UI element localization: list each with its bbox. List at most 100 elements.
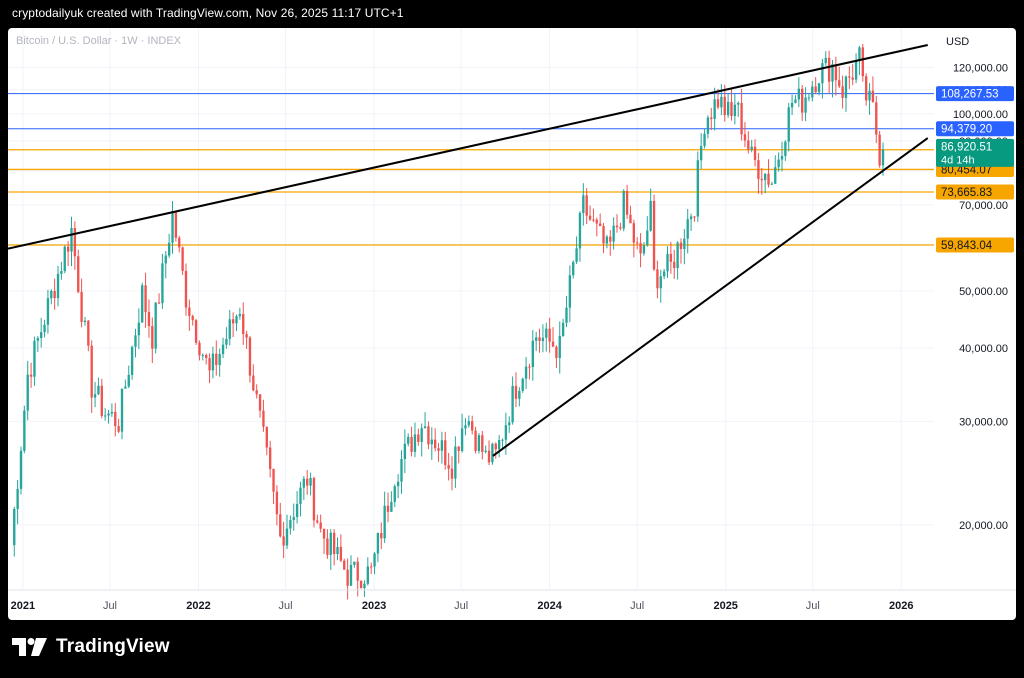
candle — [555, 345, 558, 368]
candle — [844, 75, 848, 112]
candle — [63, 245, 66, 274]
candle-body — [787, 107, 790, 142]
candle — [167, 233, 171, 258]
candle-body — [393, 486, 396, 502]
candle-body — [19, 450, 23, 489]
candle — [201, 353, 204, 361]
candle — [609, 230, 612, 256]
candle-body — [814, 86, 817, 93]
candle-body — [683, 238, 686, 250]
trendlines[interactable] — [8, 43, 929, 457]
price-level-tag[interactable]: 59,843.04 — [936, 237, 1014, 253]
candle — [178, 235, 181, 253]
candle-body — [767, 173, 770, 185]
candle — [521, 377, 524, 393]
candle-body — [396, 481, 400, 487]
candle-body — [844, 76, 848, 98]
candle-body — [753, 146, 757, 161]
candle-body — [454, 446, 457, 479]
candle-body — [558, 335, 561, 359]
candle-body — [750, 146, 753, 150]
candle-body — [514, 385, 518, 399]
candle-body — [147, 312, 151, 327]
candle-body — [504, 425, 508, 440]
candle-body — [157, 302, 161, 304]
candle-body — [484, 450, 487, 452]
candle-body — [780, 155, 784, 160]
time-axis[interactable]: 2021 Jul 2022 Jul 2023 Jul 2024 Jul 2025 Jul 2026 — [8, 589, 1016, 612]
candle-body — [545, 328, 548, 338]
candle-body — [794, 99, 797, 103]
candle-body — [723, 96, 726, 116]
candle — [299, 481, 302, 517]
candle — [211, 346, 215, 379]
candle-body — [302, 478, 306, 488]
candle-body — [720, 96, 723, 108]
candle — [312, 476, 316, 528]
candle-body — [46, 298, 50, 325]
candle-body — [703, 133, 706, 147]
candle — [440, 431, 444, 464]
candle-body — [188, 307, 191, 316]
candle-body — [636, 242, 639, 244]
candle — [814, 77, 817, 95]
candle — [184, 263, 188, 316]
candle — [545, 322, 548, 352]
candle-body — [410, 436, 413, 452]
grid — [8, 28, 934, 590]
candle-body — [555, 346, 558, 359]
price-tag-label: 94,379.20 — [941, 124, 992, 136]
candle — [538, 328, 541, 353]
candle-body — [373, 553, 376, 567]
candle-body — [689, 216, 693, 220]
candle-body — [29, 374, 33, 377]
candle-body — [93, 394, 97, 398]
tradingview-logo[interactable]: TradingView — [12, 636, 170, 658]
candle-body — [817, 83, 821, 93]
candle-body — [174, 211, 178, 238]
candle-body — [53, 290, 56, 299]
lower-channel-trendline[interactable] — [492, 137, 929, 457]
candle-body — [733, 104, 737, 117]
candle-body — [582, 195, 585, 214]
candle — [484, 445, 487, 454]
price-axis[interactable]: 20,000.0030,000.0040,000.0050,000.0060,0… — [936, 62, 1014, 532]
candle-body — [299, 487, 302, 505]
candle — [821, 59, 824, 99]
candle — [508, 416, 511, 433]
price-chart[interactable]: 20,000.0030,000.0040,000.0050,000.0060,0… — [8, 28, 1016, 620]
candle — [77, 249, 80, 294]
candle-body — [811, 86, 814, 98]
candle — [491, 442, 494, 465]
candle-body — [43, 324, 46, 333]
upper-channel-trendline[interactable] — [8, 43, 928, 250]
candle — [444, 431, 447, 470]
candle-body — [252, 375, 255, 391]
price-level-tag[interactable]: 108,267.53 — [936, 86, 1014, 102]
candle — [390, 491, 393, 513]
x-tick-label: Jul — [806, 600, 820, 612]
price-tag-bg — [936, 138, 1014, 167]
candle-body — [585, 195, 588, 216]
candle-body — [279, 514, 282, 537]
price-level-tag[interactable]: 94,379.20 — [936, 121, 1014, 137]
candle-body — [13, 508, 16, 546]
price-level-tag[interactable]: 73,665.83 — [936, 184, 1014, 200]
candle-body — [130, 346, 134, 375]
candle-body — [548, 328, 551, 342]
candle — [598, 213, 602, 227]
candle — [629, 205, 632, 224]
candle — [245, 330, 248, 350]
candle-body — [612, 225, 615, 242]
candle — [487, 440, 491, 466]
candle-body — [864, 76, 868, 101]
candle — [26, 360, 29, 421]
price-tag-bg — [936, 86, 1014, 102]
candle-body — [417, 434, 420, 442]
candle — [50, 289, 53, 305]
candle-body — [366, 566, 369, 584]
candle — [757, 152, 760, 194]
chart-panel[interactable]: 20,000.0030,000.0040,000.0050,000.0060,0… — [8, 28, 1016, 620]
candle — [255, 384, 258, 399]
